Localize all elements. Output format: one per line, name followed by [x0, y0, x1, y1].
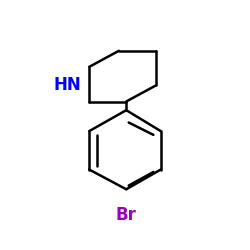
Text: Br: Br [116, 206, 137, 224]
Text: HN: HN [53, 76, 81, 94]
